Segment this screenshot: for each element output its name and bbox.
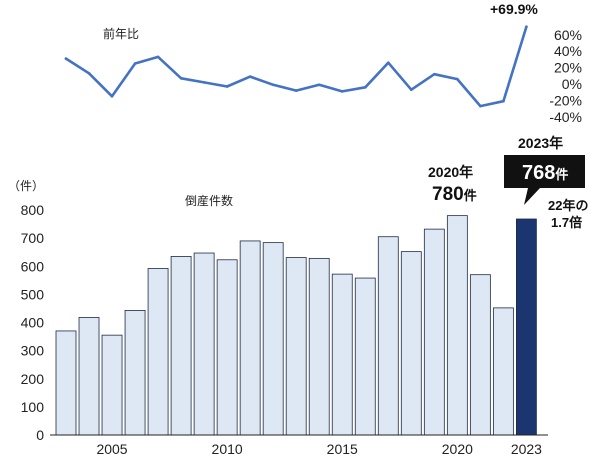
peak-value-number: 780	[432, 184, 464, 205]
bar-2014	[308, 257, 330, 436]
yoy-point-2019	[433, 72, 436, 76]
yoy-y-tick-label: -20%	[549, 92, 582, 108]
bar-2021	[469, 274, 491, 436]
bar-y-tick-label: 800	[21, 202, 45, 218]
yoy-point-2008	[179, 77, 183, 80]
bar-y-unit-label: （件）	[8, 179, 44, 193]
bar-2018	[400, 251, 422, 436]
yoy-point-2017	[387, 61, 390, 64]
yoy-point-2013	[294, 89, 298, 92]
bar-2023	[516, 218, 537, 436]
current-value-unit: 件	[555, 167, 568, 182]
yoy-y-tick-label: 20%	[554, 60, 582, 76]
yoy-y-tick-label: 0%	[562, 76, 582, 92]
yoy-y-axis: 60%40%20%0%-20%-40%	[549, 27, 582, 125]
bar-y-tick-label: 300	[21, 343, 45, 359]
bar-2009	[193, 252, 215, 436]
bar-2010	[216, 259, 238, 436]
bar-2016	[354, 277, 376, 436]
yoy-point-2009	[202, 81, 206, 84]
yoy-point-2020	[456, 77, 459, 81]
current-value-callout	[504, 155, 585, 205]
bar-2011	[239, 240, 261, 436]
yoy-point-2021	[479, 104, 482, 108]
bar-2003	[55, 330, 77, 436]
bar-x-tick-label: 2023	[511, 441, 542, 457]
yoy-line-chart: 前年比 60%40%20%0%-20%-40% +69.9%	[64, 1, 582, 125]
bar-plot	[55, 215, 537, 436]
bar-2022	[492, 307, 514, 436]
bar-y-tick-label: 400	[21, 315, 45, 331]
bar-x-tick-label: 2020	[442, 441, 473, 457]
bar-series-label: 倒産件数	[185, 193, 233, 208]
current-value-label: 768件	[522, 162, 568, 184]
bar-2004	[78, 317, 100, 436]
peak-year-label: 2020年	[428, 164, 473, 180]
yoy-point-2006	[133, 62, 137, 65]
yoy-point-2003	[64, 57, 68, 60]
yoy-point-2012	[271, 83, 275, 87]
current-value-number: 768	[522, 162, 555, 184]
ratio-label-line1: 22年の	[548, 198, 588, 213]
yoy-y-tick-label: -40%	[549, 109, 582, 125]
yoy-point-2015	[340, 90, 344, 93]
yoy-line-plot	[64, 25, 528, 108]
peak-value-unit: 件	[464, 188, 477, 203]
ratio-label-line2: 1.7倍	[551, 215, 582, 230]
bar-2017	[377, 236, 399, 436]
yoy-point-2005	[110, 95, 114, 98]
bar-2020	[446, 215, 468, 436]
yoy-point-2004	[87, 72, 91, 75]
bar-y-tick-label: 600	[21, 258, 45, 274]
bar-y-tick-label: 700	[21, 230, 45, 246]
yoy-point-2011	[248, 75, 252, 78]
yoy-point-2007	[156, 55, 160, 59]
bar-y-tick-label: 100	[21, 399, 45, 415]
bar-y-tick-label: 500	[21, 286, 45, 302]
bar-2012	[262, 242, 284, 436]
bar-x-tick-label: 2005	[96, 441, 127, 457]
yoy-point-2016	[364, 86, 367, 89]
yoy-point-2023	[525, 25, 528, 29]
yoy-point-2018	[410, 88, 413, 91]
bar-y-tick-label: 200	[21, 371, 45, 387]
bar-2015	[331, 273, 353, 436]
yoy-series-label: 前年比	[103, 26, 139, 41]
yoy-point-2022	[502, 99, 505, 103]
bar-y-tick-label: 0	[36, 427, 44, 443]
yoy-point-2014	[317, 83, 321, 87]
current-annotation: 2023年 768件 22年の 1.7倍	[504, 135, 588, 230]
bar-2005	[101, 334, 123, 436]
bar-2013	[285, 257, 307, 436]
peak-value-label: 780件	[432, 184, 477, 205]
yoy-y-tick-label: 40%	[554, 43, 582, 59]
peak-annotation: 2020年 780件	[428, 164, 477, 205]
bar-y-axis: 800 700 600 500 400 300 200 100 0	[21, 202, 45, 443]
yoy-point-2010	[225, 85, 229, 88]
bar-2006	[124, 310, 146, 436]
bar-x-axis: 2005 2010 2015 2020 2023	[96, 441, 542, 457]
bar-2008	[170, 256, 192, 436]
yoy-y-tick-label: 60%	[554, 27, 582, 43]
current-year-label: 2023年	[518, 135, 563, 151]
bar-2007	[147, 268, 169, 436]
bar-2019	[423, 228, 445, 436]
bar-x-tick-label: 2010	[212, 441, 243, 457]
bar-x-tick-label: 2015	[327, 441, 358, 457]
yoy-last-value-label: +69.9%	[490, 1, 538, 17]
